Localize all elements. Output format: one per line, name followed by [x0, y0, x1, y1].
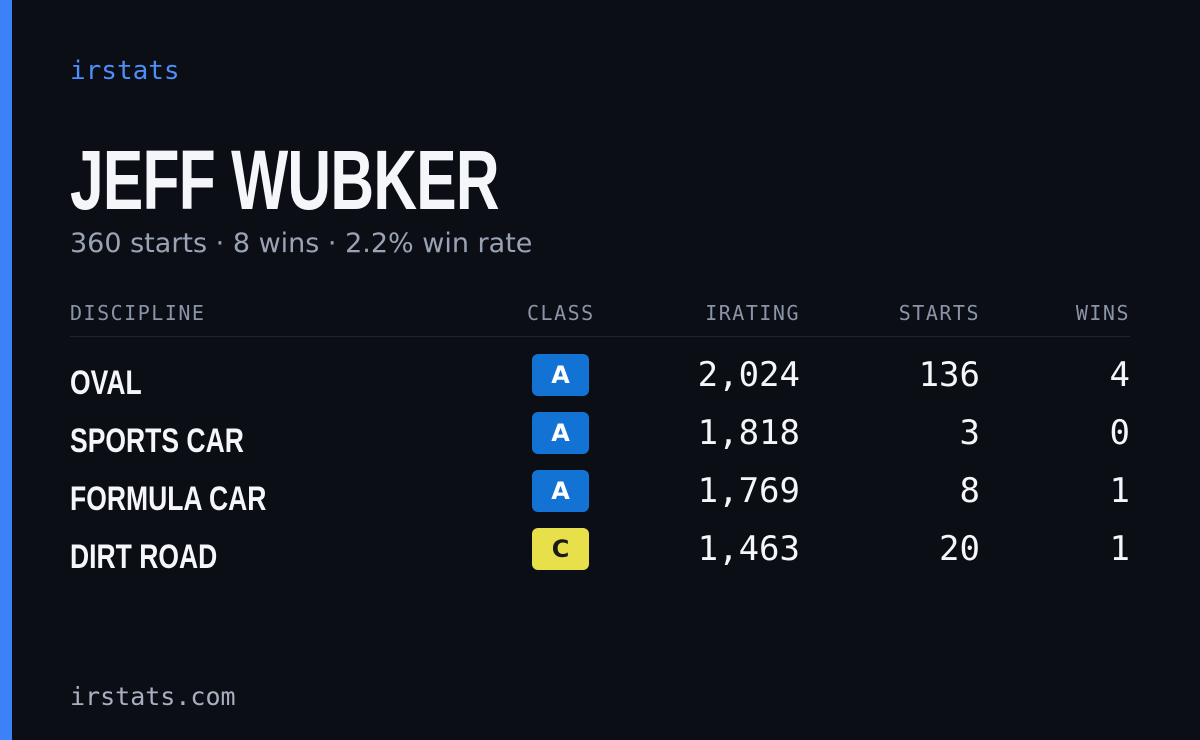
- class-badge: A: [532, 354, 589, 396]
- driver-summary: 360 starts · 8 wins · 2.2% win rate: [70, 228, 533, 259]
- class-badge: C: [532, 528, 589, 570]
- driver-name: JEFF WUBKER: [70, 133, 500, 227]
- starts: 8: [959, 471, 980, 511]
- starts: 20: [939, 529, 980, 569]
- irating: 1,818: [697, 413, 800, 453]
- irating: 2,024: [697, 355, 800, 395]
- column-header: DISCIPLINE: [70, 301, 206, 325]
- irating: 1,463: [697, 529, 800, 569]
- wins: 1: [1109, 529, 1130, 569]
- column-header: IRATING: [705, 301, 800, 325]
- irating: 1,769: [697, 471, 800, 511]
- class-badge: A: [532, 412, 589, 454]
- starts: 136: [918, 355, 980, 395]
- discipline: SPORTS CAR: [70, 422, 244, 460]
- accent-bar: [0, 0, 12, 740]
- header-divider: [70, 336, 1130, 337]
- class-badge: A: [532, 470, 589, 512]
- wins: 0: [1109, 413, 1130, 453]
- column-header: CLASS: [527, 301, 595, 325]
- column-header: STARTS: [898, 301, 980, 325]
- wins: 1: [1109, 471, 1130, 511]
- brand: irstats: [70, 56, 180, 86]
- footer: irstats.com: [70, 682, 236, 711]
- wins: 4: [1109, 355, 1130, 395]
- starts: 3: [959, 413, 980, 453]
- discipline: DIRT ROAD: [70, 538, 218, 576]
- column-header: WINS: [1075, 301, 1130, 325]
- discipline: OVAL: [70, 364, 142, 402]
- discipline: FORMULA CAR: [70, 480, 267, 518]
